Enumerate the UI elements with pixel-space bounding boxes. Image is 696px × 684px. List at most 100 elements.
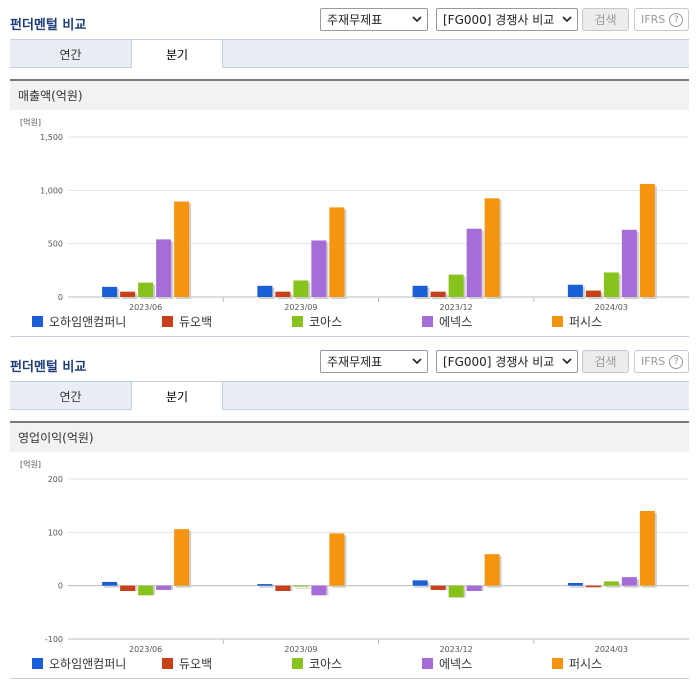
- bar[interactable]: [329, 207, 345, 297]
- legend-item[interactable]: 듀오백: [162, 655, 212, 672]
- bar[interactable]: [430, 585, 446, 590]
- legend-swatch: [552, 658, 563, 669]
- divider: [10, 678, 689, 679]
- peer-group-value: [FG000] 경쟁사 비교: [443, 13, 555, 27]
- bar[interactable]: [639, 511, 655, 586]
- legend-item[interactable]: 퍼시스: [552, 313, 602, 330]
- bar[interactable]: [585, 585, 601, 588]
- y-tick-label: 1,000: [40, 186, 63, 195]
- bar[interactable]: [621, 577, 637, 586]
- tab-quarterly[interactable]: 분기: [131, 381, 223, 410]
- bar-shadow: [259, 586, 275, 588]
- bar[interactable]: [585, 290, 601, 297]
- bar[interactable]: [412, 285, 428, 297]
- bar[interactable]: [102, 286, 118, 297]
- legend-label: 퍼시스: [569, 315, 603, 329]
- legend-label: 에넥스: [439, 315, 473, 329]
- chevron-down-icon: [562, 16, 572, 23]
- bar[interactable]: [311, 585, 327, 596]
- bar[interactable]: [120, 291, 136, 297]
- bar[interactable]: [275, 585, 291, 591]
- bar[interactable]: [275, 291, 291, 297]
- bar[interactable]: [138, 282, 154, 297]
- bar[interactable]: [329, 533, 345, 586]
- bar[interactable]: [448, 274, 464, 297]
- statement-type-select[interactable]: 주재무제표: [320, 8, 428, 31]
- bar[interactable]: [466, 228, 482, 297]
- legend-label: 듀오백: [179, 657, 213, 671]
- bar[interactable]: [484, 554, 500, 586]
- bar[interactable]: [257, 584, 273, 586]
- legend-swatch: [422, 316, 433, 327]
- bar[interactable]: [293, 280, 309, 297]
- bar[interactable]: [174, 201, 190, 297]
- legend-swatch: [162, 658, 173, 669]
- bar[interactable]: [639, 183, 655, 297]
- legend-swatch: [292, 316, 303, 327]
- divider: [10, 336, 689, 337]
- legend-label: 오하임앤컴퍼니: [49, 315, 127, 329]
- chart-legend: 오하임앤컴퍼니 듀오백 코아스 에넥스 퍼시스: [32, 313, 672, 330]
- bar[interactable]: [603, 272, 619, 297]
- legend-item[interactable]: 에넥스: [422, 313, 472, 330]
- bar-shadow: [569, 585, 585, 588]
- x-tick-label: 2023/09: [284, 645, 317, 652]
- legend-swatch: [162, 316, 173, 327]
- bar[interactable]: [448, 585, 464, 598]
- legend-item[interactable]: 오하임앤컴퍼니: [32, 655, 126, 672]
- peer-group-select[interactable]: [FG000] 경쟁사 비교: [436, 8, 578, 31]
- search-button[interactable]: 검색: [582, 350, 629, 373]
- peer-group-select[interactable]: [FG000] 경쟁사 비교: [436, 350, 578, 373]
- x-tick-label: 2023/12: [440, 303, 473, 310]
- legend-label: 에넥스: [439, 657, 473, 671]
- legend-item[interactable]: 에넥스: [422, 655, 472, 672]
- y-tick-label: 200: [48, 475, 63, 484]
- ifrs-button[interactable]: IFRS ?: [634, 8, 689, 31]
- x-tick-label: 2023/09: [284, 303, 317, 310]
- legend-item[interactable]: 오하임앤컴퍼니: [32, 313, 126, 330]
- bar[interactable]: [412, 580, 428, 586]
- bar[interactable]: [466, 585, 482, 591]
- unit-label: [억원]: [20, 117, 41, 127]
- help-icon: ?: [669, 354, 684, 369]
- y-tick-label: 500: [48, 240, 63, 249]
- legend-item[interactable]: 듀오백: [162, 313, 212, 330]
- ifrs-button[interactable]: IFRS ?: [634, 350, 689, 373]
- bar[interactable]: [257, 285, 273, 297]
- tab-annual[interactable]: 연간: [59, 389, 82, 404]
- metric-title: 매출액(억원): [10, 79, 689, 110]
- statement-type-value: 주재무제표: [327, 355, 383, 369]
- bar[interactable]: [430, 291, 446, 297]
- bar[interactable]: [484, 198, 500, 297]
- legend-item[interactable]: 코아스: [292, 313, 342, 330]
- ifrs-label: IFRS: [641, 13, 666, 26]
- legend-swatch: [32, 658, 43, 669]
- bar[interactable]: [138, 585, 154, 596]
- bar[interactable]: [603, 581, 619, 586]
- peer-group-value: [FG000] 경쟁사 비교: [443, 355, 555, 369]
- period-tabs: 연간 분기: [10, 39, 689, 68]
- operating-profit-bar-chart: [억원] -100 0 100 200 2023/06 2023/09 2023/12 2024…: [20, 459, 689, 652]
- legend-item[interactable]: 코아스: [292, 655, 342, 672]
- bar[interactable]: [102, 581, 118, 586]
- search-button[interactable]: 검색: [582, 8, 629, 31]
- metric-title: 영업이익(억원): [10, 421, 689, 452]
- statement-type-select[interactable]: 주재무제표: [320, 350, 428, 373]
- panel-title: 펀더멘털 비교: [10, 18, 87, 33]
- tab-quarterly[interactable]: 분기: [131, 39, 223, 68]
- bar[interactable]: [567, 284, 583, 297]
- statement-type-value: 주재무제표: [327, 13, 383, 27]
- bar[interactable]: [311, 240, 327, 297]
- bar[interactable]: [156, 239, 172, 297]
- bar[interactable]: [120, 585, 136, 591]
- tab-annual[interactable]: 연간: [59, 47, 82, 62]
- bar[interactable]: [174, 529, 190, 586]
- legend-label: 코아스: [309, 657, 343, 671]
- bar[interactable]: [567, 583, 583, 586]
- bar[interactable]: [156, 585, 172, 590]
- legend-label: 퍼시스: [569, 657, 603, 671]
- bar[interactable]: [621, 229, 637, 297]
- legend-item[interactable]: 퍼시스: [552, 655, 602, 672]
- bar[interactable]: [293, 585, 309, 587]
- y-tick-label: -100: [45, 635, 63, 644]
